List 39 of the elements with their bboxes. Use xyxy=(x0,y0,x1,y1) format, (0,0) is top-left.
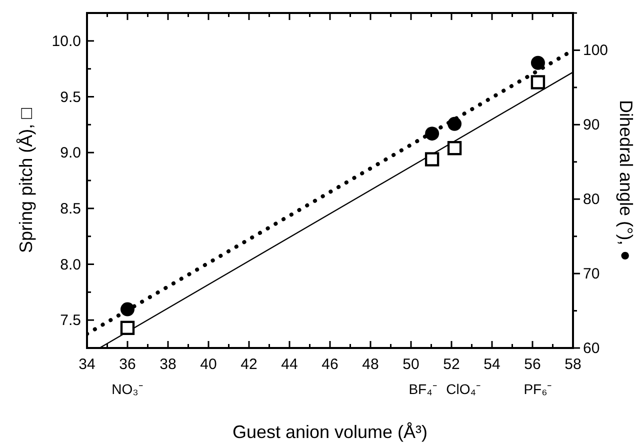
text: NO₃⁻ xyxy=(112,381,144,397)
y-tick-label: 9.0 xyxy=(60,144,81,162)
y-tick-label: 10.0 xyxy=(52,32,81,50)
point xyxy=(448,116,462,131)
text: PF₆⁻ xyxy=(524,381,552,397)
x-tick-label: 36 xyxy=(119,356,136,373)
point xyxy=(425,126,440,141)
y-tick-label: 8.5 xyxy=(60,200,81,218)
x-tick-label: 56 xyxy=(524,356,541,373)
y2-tick-label: 80 xyxy=(583,191,600,208)
x-axis-title: Guest anion volume (Å³) xyxy=(232,422,428,442)
point xyxy=(447,141,462,156)
x-tick-label: 46 xyxy=(322,356,338,373)
x-tick-label: 34 xyxy=(78,356,96,373)
y2-tick-label: 100 xyxy=(583,42,608,60)
x-tick-label: 58 xyxy=(564,356,582,373)
point xyxy=(530,75,546,90)
y2-tick-label: 60 xyxy=(583,340,600,357)
text: BF₄⁻ xyxy=(408,381,438,397)
x-tick-label: 52 xyxy=(443,356,460,373)
y-axis-title: Spring pitch (Å), □ xyxy=(16,108,36,253)
y-tick-label: 8.0 xyxy=(60,256,81,274)
text: ClO₄⁻ xyxy=(446,381,481,397)
y2-tick-label: 90 xyxy=(583,116,600,134)
x-tick-label: 50 xyxy=(402,356,420,373)
x-tick-label: 44 xyxy=(281,356,298,373)
x-tick-label: 42 xyxy=(240,356,258,373)
point xyxy=(424,152,440,166)
point xyxy=(120,302,134,316)
x-tick-label: 54 xyxy=(484,356,500,373)
y2-tick-label: 70 xyxy=(583,266,600,283)
x-tick-label: 48 xyxy=(362,356,379,373)
point xyxy=(120,320,135,335)
x-tick-label: 40 xyxy=(200,356,217,373)
x-tick-label: 38 xyxy=(160,356,176,373)
y2-axis-title: Dihedral angle (°), ● xyxy=(616,100,636,262)
y-tick-label: 7.5 xyxy=(60,312,81,330)
point xyxy=(530,56,545,70)
y-tick-label: 9.5 xyxy=(60,88,81,106)
